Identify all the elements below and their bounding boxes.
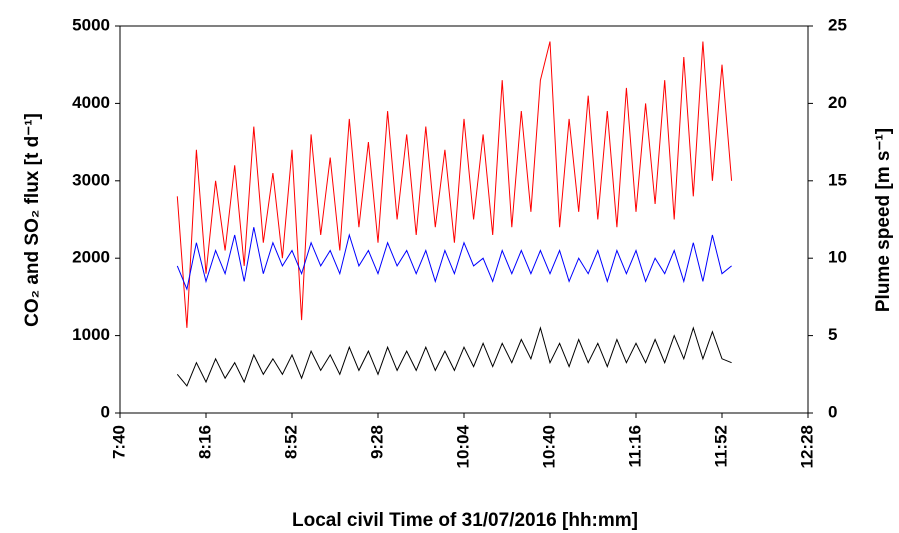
y2-tick-label: 15 [828, 170, 847, 189]
y2-tick-label: 10 [828, 248, 847, 267]
x-tick-label: 11:16 [625, 425, 644, 468]
x-tick-label: 10:04 [453, 424, 472, 468]
y-tick-label: 5000 [72, 15, 110, 34]
x-tick-label: 8:52 [281, 425, 300, 459]
series-line [176, 41, 733, 328]
y-axis-label: CO₂ and SO₂ flux [t d⁻¹] [22, 113, 43, 327]
x-tick-label: 7:40 [109, 425, 128, 459]
series-line [176, 326, 732, 387]
y2-tick-label: 25 [828, 15, 847, 34]
x-tick-label: 10:40 [539, 425, 558, 468]
plot-frame [119, 25, 809, 414]
x-tick-label: 8:16 [195, 425, 214, 459]
y2-tick-label: 0 [828, 402, 837, 421]
y-tick-label: 0 [101, 402, 110, 421]
y-tick-label: 4000 [72, 93, 110, 112]
series-line [176, 227, 732, 291]
x-tick-label: 9:28 [367, 425, 386, 459]
x-tick-label: 12:28 [797, 425, 816, 468]
y-tick-label: 3000 [72, 170, 110, 189]
x-axis-label: Local civil Time of 31/07/2016 [hh:mm] [292, 510, 638, 531]
y2-tick-label: 20 [828, 93, 847, 112]
y-tick-label: 1000 [72, 325, 110, 344]
x-tick-label: 11:52 [711, 425, 730, 468]
y-tick-label: 2000 [72, 248, 110, 267]
y2-axis-label: Plume speed [m s⁻¹] [873, 128, 894, 312]
y2-tick-label: 5 [828, 325, 837, 344]
